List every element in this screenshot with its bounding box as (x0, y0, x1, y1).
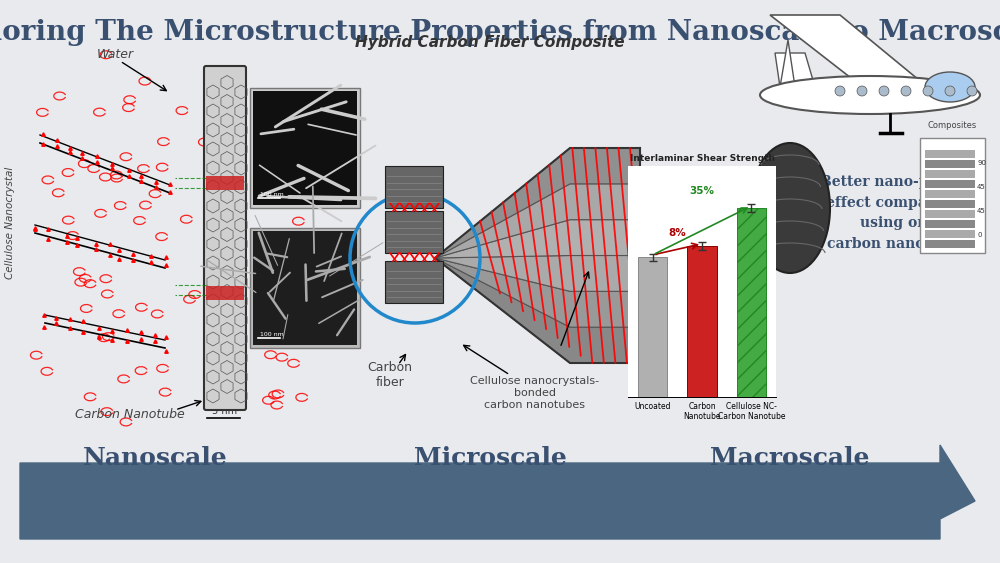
Title: Interlaminar Shear Strength: Interlaminar Shear Strength (630, 154, 774, 163)
Bar (920, 138, 985, 253)
Polygon shape (435, 184, 640, 258)
Text: 45: 45 (977, 184, 986, 190)
Bar (253, 231, 357, 345)
Circle shape (923, 86, 933, 96)
Bar (638, 257, 667, 397)
Bar (737, 208, 766, 397)
Polygon shape (435, 258, 640, 327)
Polygon shape (300, 238, 355, 278)
Text: 0: 0 (977, 232, 982, 238)
Text: 100 nm: 100 nm (260, 192, 284, 197)
Circle shape (857, 86, 867, 96)
Bar (925, 240, 975, 248)
Circle shape (967, 86, 977, 96)
Ellipse shape (760, 76, 980, 114)
Polygon shape (660, 238, 710, 278)
FancyBboxPatch shape (204, 66, 246, 410)
Polygon shape (435, 148, 640, 258)
Bar (925, 200, 975, 208)
Text: Better nano-pinning
effect compared to
using only
carbon nanotubes!: Better nano-pinning effect compared to u… (820, 175, 980, 251)
Circle shape (879, 86, 889, 96)
Text: Microscale: Microscale (414, 446, 566, 470)
Text: Carbon Nanotube: Carbon Nanotube (75, 409, 185, 422)
Bar (385, 166, 443, 208)
Text: 35%: 35% (690, 186, 714, 196)
Text: 8%: 8% (668, 228, 686, 238)
Text: Carbon
fiber: Carbon fiber (368, 361, 413, 389)
Bar (250, 228, 360, 348)
Text: Water: Water (96, 48, 134, 61)
Text: Hybrid Carbon Fiber Composite: Hybrid Carbon Fiber Composite (355, 35, 625, 51)
Circle shape (901, 86, 911, 96)
Polygon shape (770, 15, 925, 85)
Polygon shape (20, 445, 975, 539)
Polygon shape (435, 220, 640, 258)
Bar (385, 261, 443, 303)
Text: 5 nm: 5 nm (212, 406, 237, 416)
Text: Composites: Composites (927, 121, 977, 130)
Bar (925, 150, 975, 158)
Circle shape (835, 86, 845, 96)
Circle shape (945, 86, 955, 96)
Text: Nanoscale: Nanoscale (83, 446, 227, 470)
Ellipse shape (750, 143, 830, 273)
Bar (253, 91, 357, 205)
Bar (925, 210, 975, 218)
Text: 45: 45 (977, 208, 986, 214)
Bar (925, 220, 975, 228)
Polygon shape (435, 256, 640, 291)
Text: Cellulose Nanocrystal: Cellulose Nanocrystal (5, 167, 15, 279)
Text: 90: 90 (977, 160, 986, 166)
Bar (250, 88, 360, 208)
Bar (687, 246, 717, 397)
Text: 100 nm: 100 nm (260, 332, 284, 337)
Bar (925, 190, 975, 198)
Text: Cellulose nanocrystals-
bonded
carbon nanotubes: Cellulose nanocrystals- bonded carbon na… (470, 377, 600, 410)
Bar (206, 286, 244, 300)
Bar (925, 160, 975, 168)
Bar (925, 170, 975, 178)
Polygon shape (435, 258, 640, 363)
Text: Tailoring The Microstructure Properties from Nanoscale to Macroscale: Tailoring The Microstructure Properties … (0, 20, 1000, 47)
Bar (385, 211, 443, 253)
Polygon shape (780, 40, 795, 87)
Polygon shape (775, 53, 815, 87)
Bar (206, 176, 244, 190)
Ellipse shape (925, 72, 975, 102)
Text: Macroscale: Macroscale (710, 446, 870, 470)
Bar (925, 230, 975, 238)
Bar (925, 180, 975, 188)
